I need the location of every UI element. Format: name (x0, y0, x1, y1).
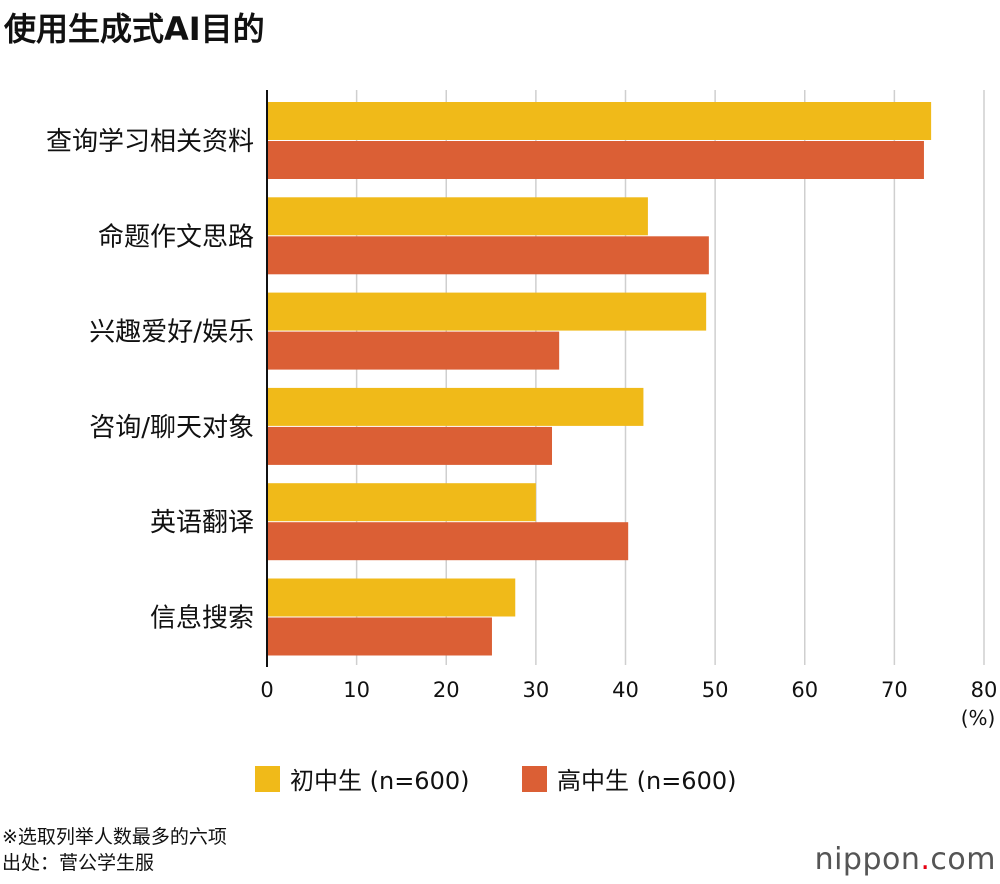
chart-title: 使用生成式AI目的 (4, 10, 265, 48)
x-tick-label: 0 (260, 678, 273, 702)
x-tick-label: 60 (791, 678, 818, 702)
bar-senior (267, 522, 629, 561)
source-text: 出处：菅公学生服 (2, 852, 155, 874)
bar-junior (267, 483, 536, 522)
x-tick-label: 70 (881, 678, 908, 702)
x-tick-label: 20 (433, 678, 460, 702)
x-tick-label: 30 (523, 678, 550, 702)
category-label: 兴趣爱好/娱乐 (89, 318, 254, 348)
nippon-logo: nippon.com (814, 842, 996, 877)
category-label: 查询学习相关资料 (46, 127, 254, 157)
note-text: ※选取列举人数最多的六项 (2, 826, 227, 848)
x-tick-label: 80 (971, 678, 998, 702)
legend-label: 高中生 (n=600) (557, 767, 736, 795)
category-label: 咨询/聊天对象 (89, 413, 254, 443)
x-tick-label: 10 (343, 678, 370, 702)
bar-senior (267, 426, 553, 465)
bar-junior (267, 197, 648, 236)
category-label: 英语翻译 (150, 508, 254, 538)
bar-senior (267, 236, 709, 275)
legend-swatch (255, 766, 280, 792)
x-tick-label: 40 (612, 678, 639, 702)
category-label: 命题作文思路 (98, 222, 254, 252)
bar-junior (267, 387, 644, 426)
legend-swatch (522, 766, 547, 792)
bar-senior (267, 617, 492, 656)
x-tick-label: 50 (702, 678, 729, 702)
bar-junior (267, 578, 516, 617)
category-label: 信息搜索 (150, 604, 254, 634)
legend-label: 初中生 (n=600) (290, 767, 469, 795)
bar-senior (267, 141, 924, 179)
bar-senior (267, 331, 560, 370)
bar-junior (267, 102, 932, 140)
bar-junior (267, 292, 707, 331)
x-unit-label: (%) (961, 706, 996, 730)
